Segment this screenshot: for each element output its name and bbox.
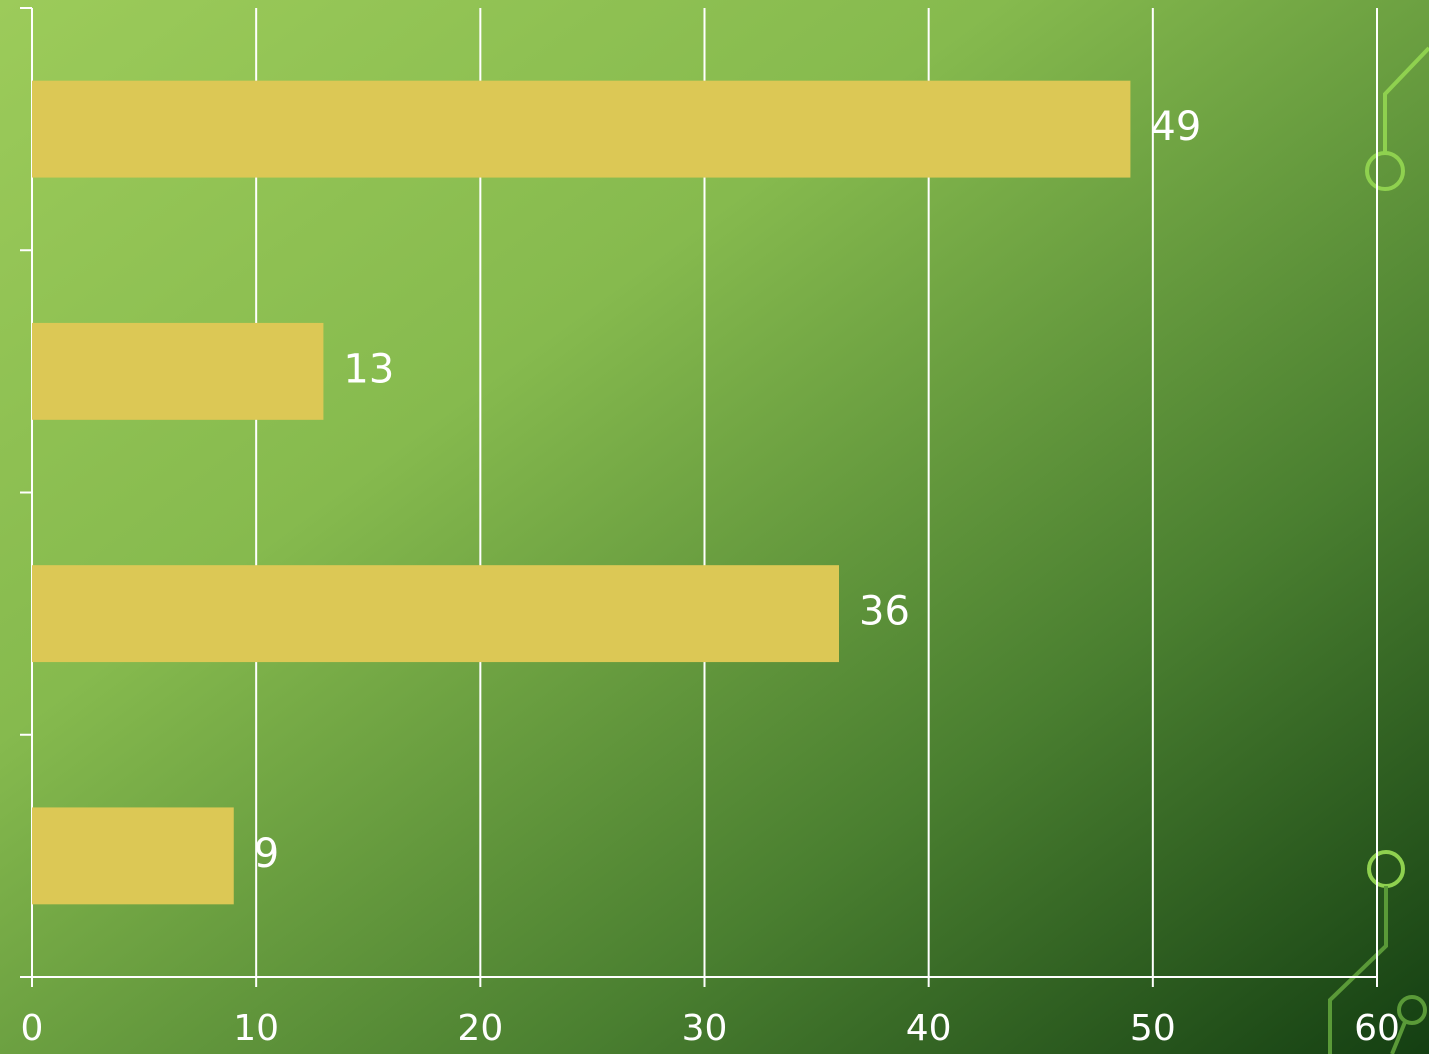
bar <box>32 565 839 663</box>
x-tick-label: 0 <box>21 1008 44 1049</box>
x-tick-label: 30 <box>682 1008 728 1049</box>
bar <box>32 80 1131 178</box>
bar <box>32 807 234 905</box>
data-label: 13 <box>343 346 394 392</box>
x-tick-label: 40 <box>906 1008 952 1049</box>
data-label: 36 <box>859 589 910 635</box>
data-label: 9 <box>254 831 279 877</box>
circuit-decoration <box>1328 46 1429 1054</box>
x-tick-label: 50 <box>1130 1008 1176 1049</box>
bar <box>32 322 324 420</box>
data-label: 49 <box>1150 104 1201 150</box>
x-tick-label: 20 <box>457 1008 503 1049</box>
x-tick-label: 10 <box>233 1008 279 1049</box>
x-tick-label: 60 <box>1354 1008 1400 1049</box>
